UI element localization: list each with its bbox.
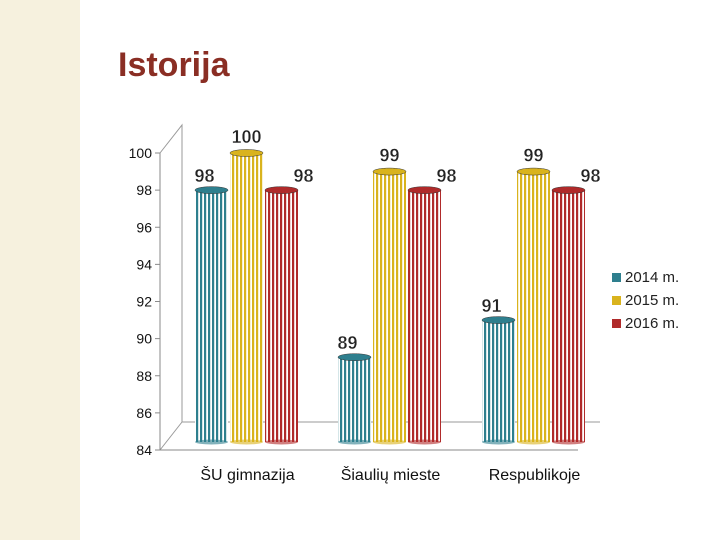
- legend-label: 2015 m.: [625, 292, 680, 309]
- bar-2-3: [517, 171, 550, 442]
- legend-item: 2016 m.: [612, 312, 679, 335]
- slide-title: Istorija: [118, 46, 230, 84]
- legend-item: 2015 m.: [612, 289, 679, 312]
- legend-swatch: [612, 273, 621, 282]
- bar-3-3: [552, 190, 585, 442]
- data-label: 99: [523, 146, 543, 166]
- bar-top-cap: [194, 186, 229, 194]
- bar-1-3: [482, 320, 515, 442]
- bar-top-cap: [372, 167, 407, 176]
- plot-floor-edge: [159, 421, 183, 451]
- bar-3-1: [265, 190, 298, 442]
- legend-item: 2014 m.: [612, 266, 679, 289]
- bar-1-1: [195, 190, 228, 442]
- y-tick-label: 98: [136, 182, 152, 198]
- data-label: 98: [580, 166, 600, 186]
- y-tick-label: 86: [136, 405, 152, 421]
- bar-top-cap: [229, 149, 264, 157]
- bar-base: [482, 439, 515, 445]
- y-tick-label: 90: [136, 331, 152, 347]
- bar-base: [230, 439, 263, 445]
- bar-top-cap: [337, 353, 372, 361]
- data-label: 99: [379, 146, 399, 166]
- x-category-label: Šiaulių mieste: [341, 465, 441, 484]
- y-tick-label: 94: [136, 256, 152, 272]
- bar-top-cap: [481, 316, 516, 324]
- bar-base: [517, 439, 550, 445]
- legend-label: 2016 m.: [625, 315, 680, 332]
- bar-base: [373, 439, 406, 445]
- bar-base: [552, 439, 585, 445]
- y-tick-label: 88: [136, 368, 152, 384]
- data-label: 98: [293, 166, 313, 186]
- legend-swatch: [612, 319, 621, 328]
- bar-2-1: [230, 153, 263, 442]
- y-tick-label: 100: [129, 145, 153, 161]
- bar-base: [338, 439, 371, 445]
- chart-legend: 2014 m. 2015 m. 2016 m.: [612, 266, 679, 335]
- bar-top-cap: [516, 167, 551, 176]
- x-category-label: ŠU gimnazija: [200, 465, 294, 484]
- data-label: 98: [194, 166, 214, 186]
- y-tick-label: 92: [136, 294, 152, 310]
- data-label: 91: [481, 296, 501, 316]
- bar-top-cap: [551, 186, 586, 194]
- data-label: 100: [231, 127, 261, 147]
- y-tick-label: 84: [136, 442, 152, 458]
- bar-base: [195, 439, 228, 445]
- bar-1-2: [338, 357, 371, 442]
- slide-side-band: [0, 0, 80, 540]
- bar-base: [265, 439, 298, 445]
- bar-3-2: [408, 190, 441, 442]
- legend-swatch: [612, 296, 621, 305]
- bar-top-cap: [407, 186, 442, 194]
- bar-base: [408, 439, 441, 445]
- bar-2-2: [373, 171, 406, 442]
- legend-label: 2014 m.: [625, 269, 680, 286]
- bar-top-cap: [264, 186, 299, 194]
- x-category-label: Respublikoje: [489, 467, 581, 484]
- data-label: 89: [337, 333, 357, 353]
- data-label: 98: [436, 166, 456, 186]
- y-tick-label: 96: [136, 219, 152, 235]
